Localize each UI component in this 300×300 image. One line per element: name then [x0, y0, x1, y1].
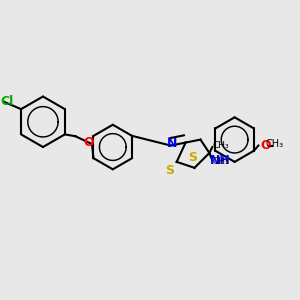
Text: CH₃: CH₃	[212, 158, 229, 166]
Text: N: N	[167, 137, 177, 150]
Text: S: S	[165, 164, 174, 177]
Text: CH₃: CH₃	[266, 139, 284, 149]
Text: Cl: Cl	[0, 95, 14, 108]
Text: CH₃: CH₃	[212, 141, 229, 150]
Text: O: O	[260, 139, 271, 152]
Text: O: O	[84, 136, 94, 149]
Text: S: S	[188, 151, 197, 164]
Text: NH: NH	[209, 154, 230, 167]
